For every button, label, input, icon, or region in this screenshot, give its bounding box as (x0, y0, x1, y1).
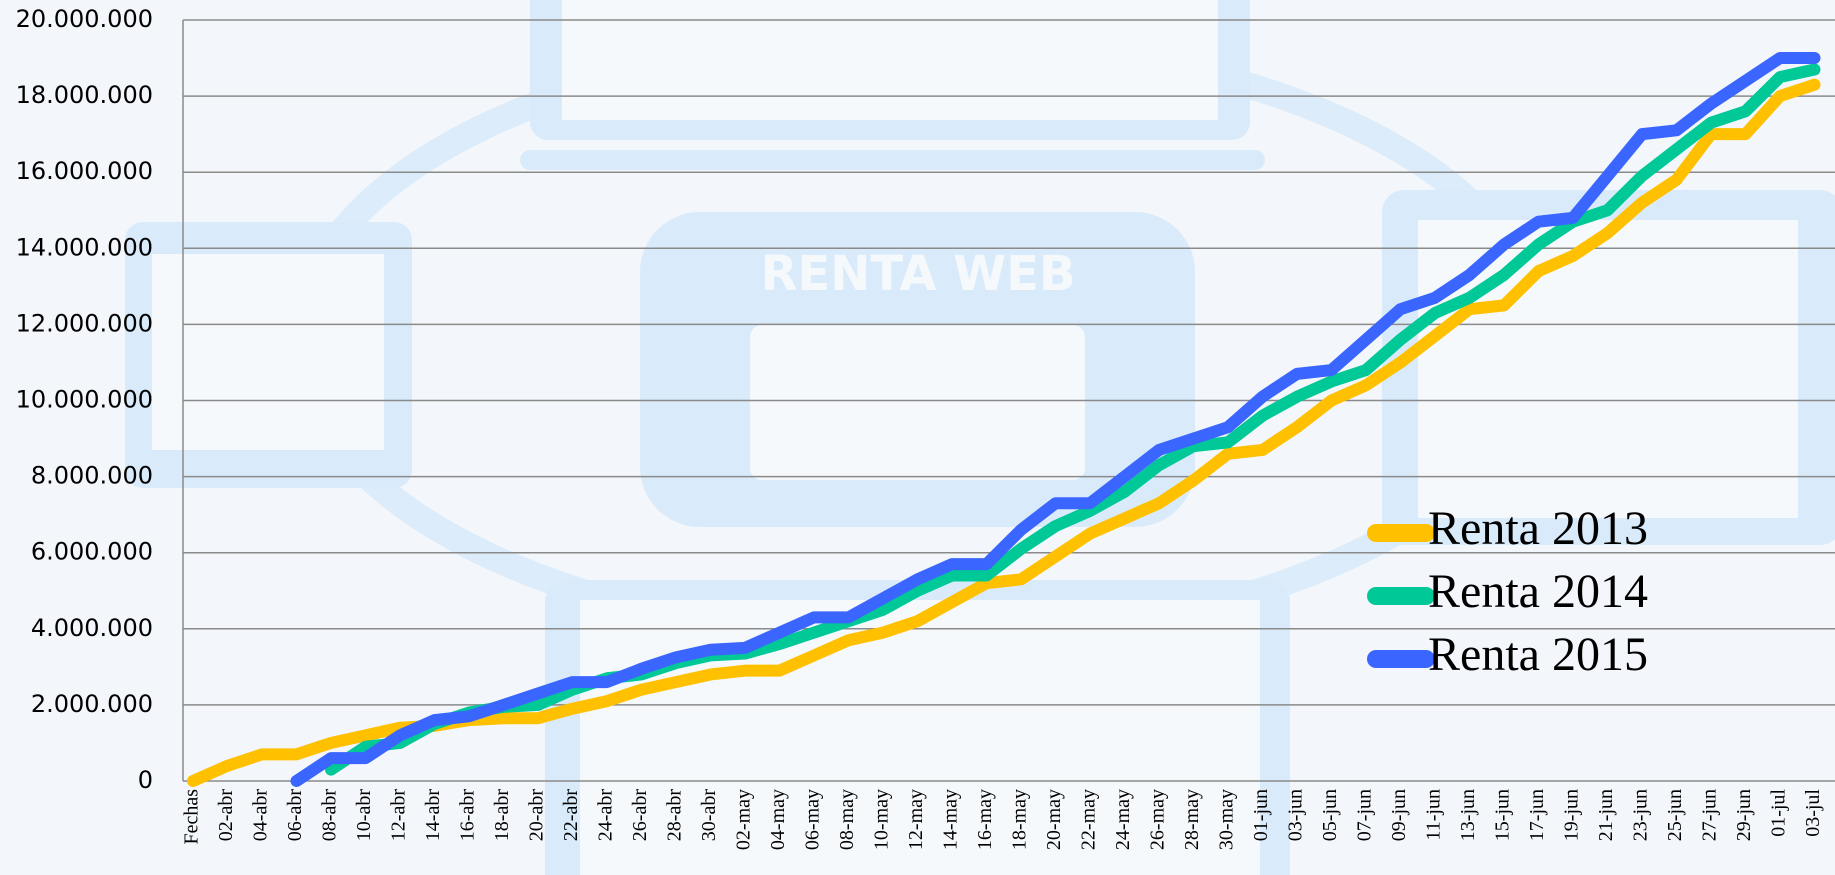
x-tick-label: 02-may (733, 789, 755, 850)
x-tick-label: 04-may (767, 789, 789, 850)
x-tick-label: 10-abr (353, 789, 375, 842)
y-tick-label: 12.000.000 (16, 309, 153, 337)
y-tick-label: 16.000.000 (16, 157, 153, 185)
x-tick-label: 15-jun (1492, 789, 1514, 841)
x-tick-label: 06-abr (284, 789, 306, 842)
x-tick-label: 18-abr (491, 789, 513, 842)
x-tick-label: 21-jun (1595, 789, 1617, 841)
x-tick-label: 29-jun (1733, 789, 1755, 841)
x-tick-label: 01-jul (1768, 789, 1790, 837)
legend-label: Renta 2015 (1428, 628, 1648, 681)
x-tick-label: 14-abr (422, 789, 444, 842)
legend-label: Renta 2014 (1428, 565, 1648, 618)
x-tick-label: 28-abr (664, 789, 686, 842)
x-tick-label: 04-abr (250, 789, 272, 842)
y-tick-label: 8.000.000 (31, 462, 153, 490)
x-tick-label: 30-abr (698, 789, 720, 842)
x-tick-label: 03-jun (1285, 789, 1307, 841)
x-tick-label: 19-jun (1561, 789, 1583, 841)
x-tick-label: 07-jun (1354, 789, 1376, 841)
x-tick-label: 08-may (836, 789, 858, 850)
x-tick-label: 28-may (1181, 789, 1203, 850)
x-tick-label: 01-jun (1250, 789, 1272, 841)
y-tick-label: 18.000.000 (16, 81, 153, 109)
x-tick-label: 12-may (905, 789, 927, 850)
x-tick-label: 16-abr (457, 789, 479, 842)
x-tick-label: 20-may (1043, 789, 1065, 850)
svg-text:RENTA WEB: RENTA WEB (760, 246, 1075, 302)
x-tick-label: 14-may (940, 789, 962, 850)
x-tick-label: 24-may (1112, 789, 1134, 850)
y-tick-label: 10.000.000 (16, 386, 153, 414)
x-tick-label: 10-may (871, 789, 893, 850)
x-tick-label: 17-jun (1526, 789, 1548, 841)
chart: RENTA WEB 0 2.000.000 4.000.000 6.000.000 8.… (0, 0, 1835, 875)
x-tick-label: 27-jun (1699, 789, 1721, 841)
y-tick-label: 2.000.000 (31, 690, 153, 718)
legend-label: Renta 2013 (1428, 502, 1648, 555)
y-tick-label: 4.000.000 (31, 614, 153, 642)
x-tick-label: 25-jun (1664, 789, 1686, 841)
x-tick-label: 08-abr (319, 789, 341, 842)
x-tick-label: 26-abr (629, 789, 651, 842)
x-tick-label: 30-may (1216, 789, 1238, 850)
x-tick-label: 12-abr (388, 789, 410, 842)
x-tick-label: 13-jun (1457, 789, 1479, 841)
x-tick-label: 05-jun (1319, 789, 1341, 841)
x-tick-label: 22-may (1078, 789, 1100, 850)
x-tick-label: 02-abr (215, 789, 237, 842)
y-tick-label: 20.000.000 (16, 5, 153, 33)
x-tick-label: 23-jun (1630, 789, 1652, 841)
y-tick-label: 0 (138, 766, 153, 794)
y-tick-label: 14.000.000 (16, 233, 153, 261)
x-tick-label: 22-abr (560, 789, 582, 842)
x-tick-label: 03-jul (1802, 789, 1824, 837)
x-tick-label: 11-jun (1423, 789, 1445, 840)
x-tick-label: 18-may (1009, 789, 1031, 850)
x-tick-label: 26-may (1147, 789, 1169, 850)
x-tick-label: 24-abr (595, 789, 617, 842)
x-tick-label: 20-abr (526, 789, 548, 842)
x-tick-label: Fechas (181, 789, 203, 845)
x-tick-label: 16-may (974, 789, 996, 850)
x-tick-label: 06-may (802, 789, 824, 850)
x-tick-label: 09-jun (1388, 789, 1410, 841)
y-tick-label: 6.000.000 (31, 538, 153, 566)
